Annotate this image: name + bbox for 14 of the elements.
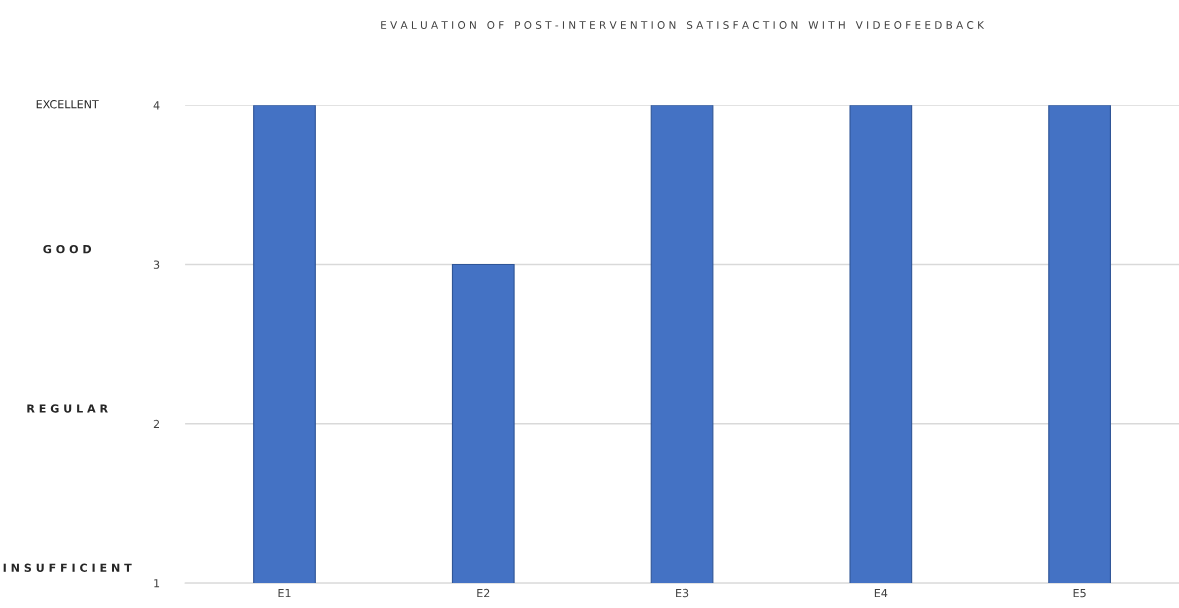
y-tick-label: 2 (153, 419, 159, 428)
y-tick-label: 3 (153, 260, 160, 269)
chart-title: E V A L U A T I O N O F P O S T - I N T E R V E N T I O N S A T I S F A C T I O N W I T H V I D E O F E E D B A C K (381, 21, 985, 29)
x-tick-label: E2 (477, 588, 490, 598)
x-tick-label: E5 (1073, 588, 1086, 598)
x-tick-label: E3 (676, 588, 689, 598)
text: I N S U F F I C I E N T (3, 563, 132, 572)
y-tick-label: 4 (153, 101, 160, 110)
text: R E G U L A R (27, 404, 108, 413)
y-tick-label: 1 (154, 579, 160, 588)
x-tick-label: E1 (278, 588, 291, 598)
text: EXCELLENT (36, 100, 99, 109)
text: G O O D (43, 244, 92, 254)
x-tick-label: E4 (874, 588, 888, 598)
